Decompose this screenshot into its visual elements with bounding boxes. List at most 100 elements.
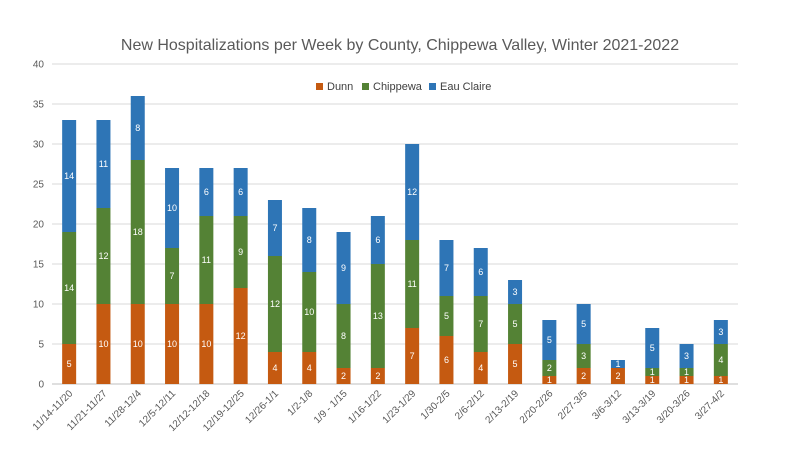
data-label-dunn: 1	[718, 375, 723, 385]
bar-dunn	[508, 344, 523, 384]
y-tick-label: 40	[33, 60, 45, 71]
data-label-chippewa: 10	[304, 307, 314, 317]
x-tick-label: 3/13-3/19	[621, 388, 659, 426]
legend-swatch-eau-claire	[429, 83, 436, 90]
y-tick-label: 15	[33, 260, 45, 271]
legend-label-eau-claire: Eau Claire	[440, 81, 491, 93]
bar-eau-claire	[645, 328, 660, 368]
x-tick-label: 3/27-4/2	[693, 388, 727, 422]
bar-dunn	[473, 352, 488, 384]
bar-eau-claire	[370, 216, 385, 264]
data-label-eau-claire: 3	[684, 351, 689, 361]
data-label-eau-claire: 6	[204, 187, 209, 197]
data-label-chippewa: 1	[684, 367, 689, 377]
data-label-dunn: 10	[167, 339, 177, 349]
data-label-eau-claire: 8	[135, 123, 140, 133]
bar-eau-claire	[405, 144, 420, 240]
data-label-dunn: 7	[410, 351, 415, 361]
x-tick-label: 2/20-2/26	[518, 388, 556, 426]
bar-dunn	[542, 376, 557, 384]
data-label-chippewa: 12	[270, 299, 280, 309]
data-label-eau-claire: 6	[375, 235, 380, 245]
data-label-dunn: 10	[201, 339, 211, 349]
y-axis: 0 5 10 15 20 25 30 35 40	[33, 60, 45, 391]
bar-eau-claire	[302, 208, 317, 272]
data-label-chippewa: 3	[581, 351, 586, 361]
data-label-chippewa: 18	[133, 227, 143, 237]
data-label-dunn: 2	[581, 371, 586, 381]
bar-dunn	[439, 336, 454, 384]
bar-dunn	[679, 376, 694, 384]
data-label-chippewa: 7	[478, 319, 483, 329]
data-label-eau-claire: 5	[650, 343, 655, 353]
bar-dunn	[267, 352, 282, 384]
bar-dunn	[576, 368, 591, 384]
bar-chippewa	[542, 360, 557, 376]
data-label-dunn: 10	[98, 339, 108, 349]
bar-chippewa	[302, 272, 317, 352]
bar-chippewa	[679, 368, 694, 376]
x-tick-label: 1/23-1/29	[381, 388, 419, 426]
x-tick-label: 1/16-1/22	[346, 388, 384, 426]
data-label-chippewa: 11	[407, 279, 416, 289]
bar-eau-claire	[96, 120, 111, 208]
bar-chippewa	[336, 304, 351, 368]
legend-swatch-chippewa	[362, 83, 369, 90]
bar-dunn	[165, 304, 180, 384]
data-label-eau-claire: 1	[615, 359, 620, 369]
data-label-chippewa: 11	[202, 255, 211, 265]
data-label-eau-claire: 10	[167, 203, 177, 213]
data-label-dunn: 4	[307, 363, 312, 373]
bar-eau-claire	[542, 320, 557, 360]
bars	[62, 96, 728, 384]
x-tick-label: 1/30-2/5	[419, 388, 453, 422]
data-label-chippewa: 14	[64, 283, 74, 293]
bar-dunn	[645, 376, 660, 384]
bar-dunn	[62, 344, 77, 384]
bar-dunn	[199, 304, 214, 384]
bar-chippewa	[645, 368, 660, 376]
legend: Dunn Chippewa Eau Claire	[316, 81, 491, 93]
legend-label-dunn: Dunn	[327, 81, 353, 93]
bar-chippewa	[96, 208, 111, 304]
data-label-dunn: 10	[133, 339, 143, 349]
bar-eau-claire	[713, 320, 728, 344]
legend-label-chippewa: Chippewa	[373, 81, 423, 93]
data-label-dunn: 12	[236, 331, 246, 341]
data-label-eau-claire: 7	[272, 223, 277, 233]
data-label-dunn: 1	[650, 375, 655, 385]
y-tick-label: 35	[33, 100, 45, 111]
data-label-chippewa: 5	[444, 311, 449, 321]
bar-dunn	[96, 304, 111, 384]
bar-dunn	[302, 352, 317, 384]
bar-chippewa	[439, 296, 454, 336]
bar-eau-claire	[233, 168, 248, 216]
bar-dunn	[370, 368, 385, 384]
data-label-chippewa: 2	[547, 363, 552, 373]
y-tick-label: 5	[38, 340, 44, 351]
x-tick-label: 1/9 - 1/15	[312, 388, 350, 426]
data-label-chippewa: 8	[341, 331, 346, 341]
data-label-chippewa: 1	[650, 367, 655, 377]
data-label-eau-claire: 14	[64, 171, 74, 181]
x-tick-label: 12/26-1/1	[243, 388, 281, 426]
data-label-dunn: 4	[272, 363, 277, 373]
x-tick-label: 2/6-2/12	[453, 388, 487, 422]
bar-eau-claire	[679, 344, 694, 368]
bar-eau-claire	[473, 248, 488, 296]
bar-chippewa	[405, 240, 420, 328]
bar-chippewa	[267, 256, 282, 352]
data-label-dunn: 6	[444, 355, 449, 365]
bar-eau-claire	[508, 280, 523, 304]
bar-eau-claire	[336, 232, 351, 304]
x-tick-label: 3/20-3/26	[655, 388, 693, 426]
data-label-chippewa: 12	[98, 251, 108, 261]
bar-dunn	[610, 368, 625, 384]
data-label-dunn: 1	[547, 375, 552, 385]
y-tick-label: 0	[38, 380, 44, 391]
chart-title: New Hospitalizations per Week by County,…	[121, 37, 679, 54]
data-label-eau-claire: 5	[581, 319, 586, 329]
bar-chippewa	[508, 304, 523, 344]
bar-chippewa	[576, 344, 591, 368]
bar-eau-claire	[199, 168, 214, 216]
